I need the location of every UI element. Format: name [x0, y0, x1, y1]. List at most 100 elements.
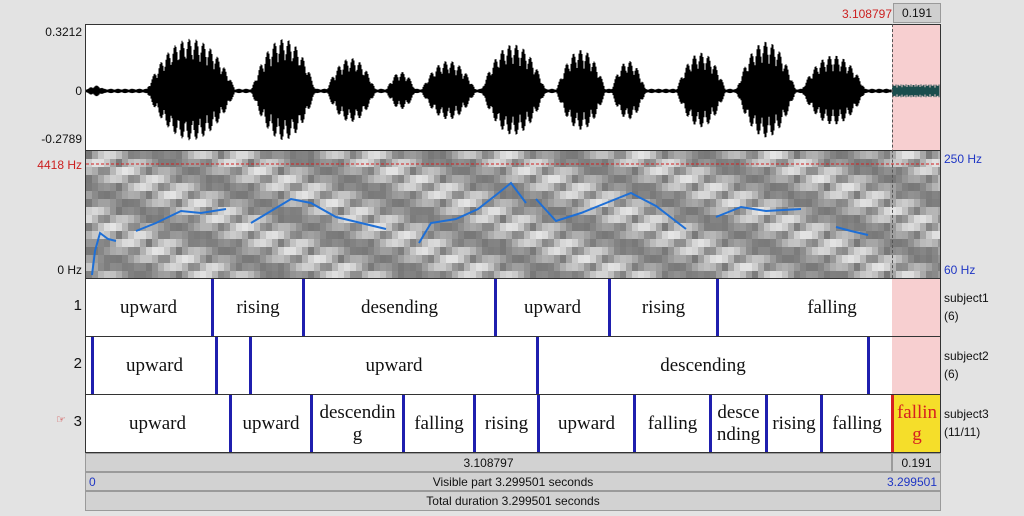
- waveform-panel[interactable]: [85, 24, 941, 151]
- interval-text[interactable]: rising: [236, 296, 280, 318]
- selected-boundary[interactable]: [891, 395, 894, 452]
- spectrogram-cell: [800, 231, 806, 239]
- spectrogram-cell: [218, 199, 224, 207]
- spectrogram-cell: [668, 183, 674, 191]
- interval-boundary[interactable]: [302, 279, 305, 336]
- tier-number[interactable]: 2: [73, 355, 82, 372]
- interval-text[interactable]: descending: [660, 354, 746, 376]
- interval-boundary[interactable]: [494, 279, 497, 336]
- tier-name[interactable]: subject2 (6): [944, 347, 989, 383]
- spectrogram-cell: [380, 151, 386, 159]
- tier-name[interactable]: subject1 (6): [944, 289, 989, 325]
- interval-boundary[interactable]: [709, 395, 712, 452]
- spectrogram-panel[interactable]: [85, 150, 941, 279]
- selection-length-readout[interactable]: 0.191: [893, 3, 941, 23]
- interval-boundary[interactable]: [537, 395, 540, 452]
- visible-part-bar[interactable]: 0 Visible part 3.299501 seconds 3.299501: [85, 472, 941, 491]
- interval-text[interactable]: upward: [365, 354, 423, 376]
- spectrogram-cell: [116, 207, 122, 215]
- spectrogram-cell: [506, 255, 512, 263]
- interval-text[interactable]: descendin g: [319, 401, 396, 445]
- spectrogram-cell: [566, 215, 572, 223]
- tier-1[interactable]: upward rising desending upward rising fa…: [85, 278, 941, 337]
- spectrogram-cell: [236, 199, 242, 207]
- interval-text[interactable]: rising: [641, 296, 686, 318]
- spectrogram-cell: [806, 239, 812, 247]
- spectrogram-cell: [794, 231, 800, 239]
- spectrogram-cell: [524, 191, 530, 199]
- spectrogram-cell: [884, 167, 890, 175]
- spectrogram-cell: [902, 191, 908, 199]
- spectrogram-cell: [872, 223, 878, 231]
- spectrogram-cell: [470, 151, 476, 159]
- spectrogram-cell: [248, 191, 254, 199]
- spectrogram-cell: [782, 223, 788, 231]
- interval-boundary[interactable]: [536, 337, 539, 394]
- tier-number[interactable]: 1: [73, 297, 82, 314]
- spectrogram-cell: [398, 271, 404, 278]
- spectrogram-cell: [602, 167, 608, 175]
- spectrogram-cell: [716, 159, 722, 167]
- spectrogram-cell: [680, 151, 686, 159]
- interval-text[interactable]: upward: [129, 412, 186, 434]
- spectrogram-cell: [740, 239, 746, 247]
- spectrogram-cell: [782, 207, 788, 215]
- interval-boundary[interactable]: [716, 279, 719, 336]
- spectrogram-cell: [398, 151, 404, 159]
- spectrogram-cell: [548, 159, 554, 167]
- interval-text[interactable]: desending: [360, 296, 439, 318]
- selected-interval-text[interactable]: fallin g: [896, 401, 938, 445]
- spectrogram-cell: [320, 231, 326, 239]
- interval-text[interactable]: rising: [484, 412, 529, 434]
- interval-boundary[interactable]: [215, 337, 218, 394]
- interval-text[interactable]: upward: [242, 412, 300, 434]
- interval-boundary[interactable]: [229, 395, 232, 452]
- interval-text[interactable]: falling: [647, 412, 698, 434]
- interval-boundary[interactable]: [867, 337, 870, 394]
- spectrogram-cell: [776, 215, 782, 223]
- interval-text[interactable]: upward: [558, 412, 615, 434]
- spectrogram-cell: [350, 263, 356, 271]
- interval-boundary[interactable]: [91, 337, 94, 394]
- interval-text[interactable]: upward: [120, 296, 177, 318]
- tier-number[interactable]: 3: [73, 413, 82, 430]
- spectrogram-cell: [674, 223, 680, 231]
- spectrogram-cell: [716, 151, 722, 159]
- interval-text[interactable]: desce nding: [716, 401, 761, 445]
- interval-text[interactable]: falling: [414, 412, 464, 434]
- interval-boundary[interactable]: [473, 395, 476, 452]
- total-duration-bar[interactable]: Total duration 3.299501 seconds: [85, 491, 941, 511]
- spectrogram-cell: [302, 247, 308, 255]
- spectrogram-cell: [464, 183, 470, 191]
- spectrogram-freq-min-label: 0 Hz: [57, 263, 82, 277]
- spectrogram-cell: [632, 271, 638, 278]
- spectrogram-cell: [554, 159, 560, 167]
- cursor-time-bar[interactable]: 3.108797: [85, 453, 892, 472]
- spectrogram-cell: [284, 183, 290, 191]
- spectrogram-cell: [926, 255, 932, 263]
- interval-boundary[interactable]: [765, 395, 768, 452]
- spectrogram-cell: [824, 151, 830, 159]
- interval-boundary[interactable]: [608, 279, 611, 336]
- interval-boundary[interactable]: [310, 395, 313, 452]
- spectrogram-cell: [524, 247, 530, 255]
- spectrogram-cell: [896, 199, 902, 207]
- interval-text[interactable]: falling: [832, 412, 882, 434]
- interval-boundary[interactable]: [633, 395, 636, 452]
- spectrogram-cell: [332, 223, 338, 231]
- interval-boundary[interactable]: [820, 395, 823, 452]
- tier-name[interactable]: subject3 (11/11): [944, 405, 989, 441]
- interval-boundary[interactable]: [211, 279, 214, 336]
- interval-text[interactable]: rising: [772, 412, 816, 434]
- spectrogram-cell: [836, 175, 842, 183]
- tier-2[interactable]: upward upward descending: [85, 336, 941, 395]
- tier-3[interactable]: upward upward descendin g falling rising…: [85, 394, 941, 453]
- spectrogram-cell: [914, 151, 920, 159]
- interval-text[interactable]: falling: [807, 296, 857, 318]
- spectrogram-cell: [86, 223, 92, 231]
- interval-boundary[interactable]: [402, 395, 405, 452]
- interval-text[interactable]: upward: [524, 296, 581, 318]
- interval-text[interactable]: upward: [126, 354, 183, 376]
- interval-boundary[interactable]: [249, 337, 252, 394]
- selection-length-bar[interactable]: 0.191: [892, 453, 941, 472]
